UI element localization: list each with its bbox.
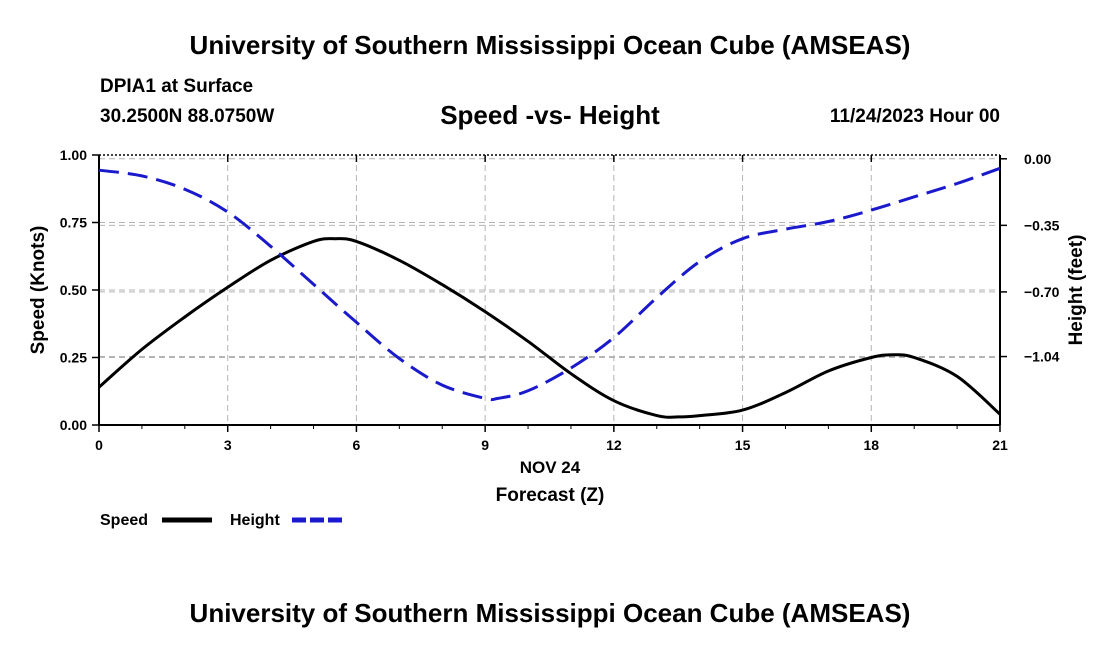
station-coordinates: 30.2500N 88.0750W	[100, 106, 275, 127]
x-tick-label: 18	[863, 437, 879, 453]
x-axis-date-label: NOV 24	[520, 458, 581, 477]
y-tick-label: 0.75	[60, 215, 87, 231]
forecast-datetime: 11/24/2023 Hour 00	[829, 106, 1000, 127]
chart-title: University of Southern Mississippi Ocean…	[189, 30, 911, 60]
y-tick-label: 0.25	[60, 350, 87, 366]
x-tick-label: 3	[224, 437, 232, 453]
chart-subtitle: Speed -vs- Height	[440, 100, 660, 130]
station-label: DPIA1 at Surface	[100, 76, 254, 97]
x-axis-label: Forecast (Z)	[496, 485, 605, 506]
y-right-tick-label: −1.04	[1024, 349, 1060, 365]
y-tick-label: 0.50	[60, 282, 87, 298]
x-tick-label: 21	[992, 437, 1008, 453]
x-tick-label: 12	[606, 437, 622, 453]
x-tick-label: 15	[735, 437, 751, 453]
legend-label-height: Height	[230, 512, 280, 529]
y-tick-label: 1.00	[60, 147, 87, 163]
legend-label-speed: Speed	[100, 512, 148, 529]
y-right-tick-label: −0.35	[1024, 217, 1060, 233]
series-line-height	[98, 166, 1001, 402]
x-tick-label: 6	[353, 437, 361, 453]
y-axis-right-label: Height (feet)	[1066, 235, 1087, 346]
x-tick-label: 0	[95, 437, 103, 453]
y-right-tick-label: −0.70	[1024, 284, 1060, 300]
series-line-speed	[98, 237, 1001, 419]
y-tick-label: 0.00	[60, 417, 87, 433]
footer-title: University of Southern Mississippi Ocean…	[189, 598, 911, 628]
y-axis-label: Speed (Knots)	[28, 226, 49, 355]
y-right-tick-label: 0.00	[1024, 151, 1051, 167]
x-tick-label: 9	[481, 437, 489, 453]
